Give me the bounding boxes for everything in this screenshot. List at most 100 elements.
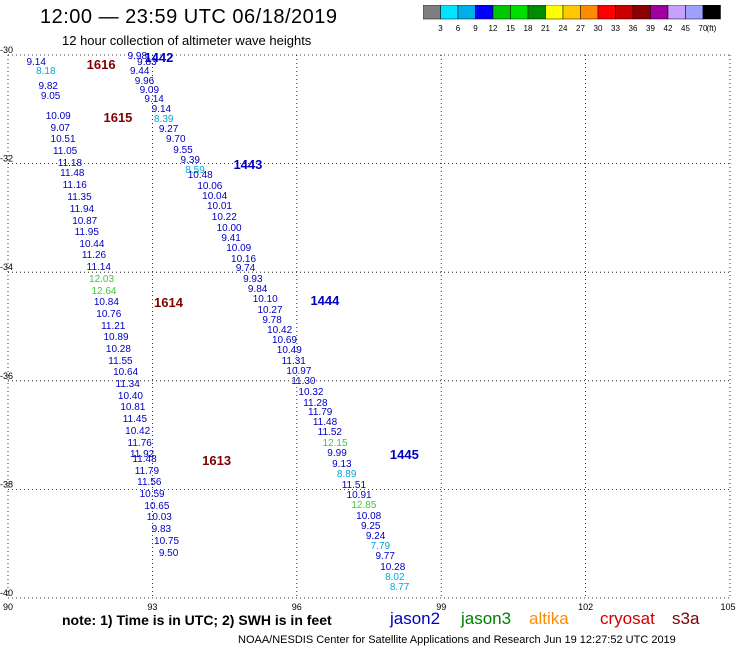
colorbar-label: 45 [681,24,690,33]
colorbar-units: (ft) [707,24,717,33]
wave-height-label: 10.69 [271,335,297,347]
wave-height-label: 10.91 [346,489,372,501]
wave-height-label: 10.84 [93,297,119,309]
lon-tick-label: 90 [3,602,13,612]
wave-height-label: 10.10 [252,294,278,306]
wave-height-label: 10.64 [113,367,139,379]
wave-height-label: 11.05 [52,145,78,157]
wave-height-label: 12.15 [322,438,348,450]
wave-height-label: 10.75 [154,536,180,548]
note-text: note: 1) Time is in UTC; 2) SWH is in fe… [62,612,332,628]
wave-height-label: 10.51 [50,134,76,146]
wave-height-label: 9.44 [129,65,150,77]
lat-tick-label: -30 [0,45,13,55]
wave-height-label: 10.76 [96,309,122,321]
wave-height-label: 10.89 [103,332,129,344]
lat-tick-label: -36 [0,371,13,381]
wave-height-label: 10.48 [187,169,213,181]
wave-height-label: 11.35 [67,191,92,203]
wave-height-label: 8.89 [336,468,357,480]
wave-height-label: 9.14 [151,103,172,115]
colorbar-label: 15 [506,24,515,33]
wave-height-label: 7.79 [370,540,391,552]
wave-height-label: 9.05 [40,91,61,103]
wave-height-label: 9.39 [180,155,200,167]
wave-height-label: 10.28 [380,561,406,573]
wave-height-label: 9.84 [247,284,268,296]
lon-tick-label: 102 [578,602,593,612]
wave-height-label: 10.09 [45,111,71,123]
wave-height-label: 10.97 [286,365,312,377]
wave-height-label: 10.06 [197,180,223,192]
wave-height-label: 11.76 [127,437,152,449]
wave-height-label: 10.65 [144,500,170,512]
wave-height-label: 10.42 [125,425,151,437]
wave-height-label: 11.48 [312,417,338,429]
lat-tick-label: -34 [0,262,13,272]
wave-height-label: 9.55 [173,145,193,157]
colorbar-label: 36 [629,24,638,33]
wave-height-label: 11.34 [115,379,140,391]
wave-height-label: 11.79 [308,407,333,419]
wave-height-label: 12.85 [351,500,377,512]
wave-height-label: 9.13 [332,458,352,470]
wave-height-label: 11.31 [281,355,306,367]
wave-height-label: 10.42 [267,324,293,336]
wave-height-label: 9.14 [144,94,164,106]
wave-height-label: 9.78 [262,315,282,327]
wave-height-label: 10.04 [202,191,228,203]
credit-line: NOAA/NESDIS Center for Satellite Applica… [238,634,676,646]
wave-height-label: 12.03 [89,273,115,285]
wave-height-label: 9.27 [158,123,179,135]
wave-height-label: 9.98 [127,51,148,63]
lat-tick-label: -40 [0,588,13,598]
wave-height-label: 12.64 [91,285,117,297]
page-title: 12:00 — 23:59 UTC 06/18/2019 [40,6,338,28]
colorbar-label: 39 [646,24,655,33]
colorbar-label: 70 [699,24,708,33]
colorbar-label: 24 [559,24,568,33]
pass-number-label: 1443 [233,156,263,172]
wave-height-label: 9.74 [235,263,256,275]
wave-height-label: 11.95 [74,227,99,239]
wave-height-label: 9.07 [50,122,70,134]
wave-height-label: 10.87 [72,215,98,227]
colorbar-swatch [702,5,721,20]
wave-height-label: 10.59 [139,489,165,501]
wave-height-label: 9.77 [375,551,395,563]
wave-height-label: 9.70 [166,134,186,146]
lon-tick-label: 93 [147,602,157,612]
wave-height-label: 9.96 [134,75,155,87]
wave-height-label: 11.94 [69,203,95,215]
colorbar-label: 6 [456,24,461,33]
wave-height-label: 10.40 [117,390,143,402]
lon-tick-label: 99 [436,602,446,612]
colorbar-label: 21 [541,24,550,33]
pass-number-label: 1445 [389,447,419,463]
wave-height-label: 9.14 [26,57,46,69]
satellite-legend-entry: s3a [672,609,700,628]
wave-height-label: 11.14 [86,262,111,274]
wave-height-label: 11.45 [122,413,148,425]
wave-height-label: 10.28 [105,343,131,355]
satellite-legend-entry: jason3 [461,609,512,628]
wave-height-label: 8.02 [385,571,405,583]
lat-tick-label: -32 [0,154,13,164]
wave-height-label: 11.56 [137,477,162,489]
wave-height-label: 11.52 [317,427,342,439]
wave-height-label: 9.50 [158,548,179,560]
colorbar-label: 27 [576,24,585,33]
colorbar-label: 3 [438,24,443,33]
wave-height-label: 8.18 [36,65,56,77]
satellite-legend-entry: cryosat [600,609,655,628]
wave-height-label: 11.92 [129,449,155,461]
wave-height-label: 11.48 [132,454,157,466]
page-subtitle: 12 hour collection of altimeter wave hei… [62,33,312,48]
wave-height-colorbar: 3 6 9 12 15 18 21 24 27 30 33 36 39 42 45 70 (ft) [423,5,721,33]
wave-height-label: 8.59 [185,164,205,176]
wave-height-label: 10.16 [231,253,257,265]
pass-number-label: 1614 [154,295,183,311]
wave-height-label: 9.41 [221,232,241,244]
